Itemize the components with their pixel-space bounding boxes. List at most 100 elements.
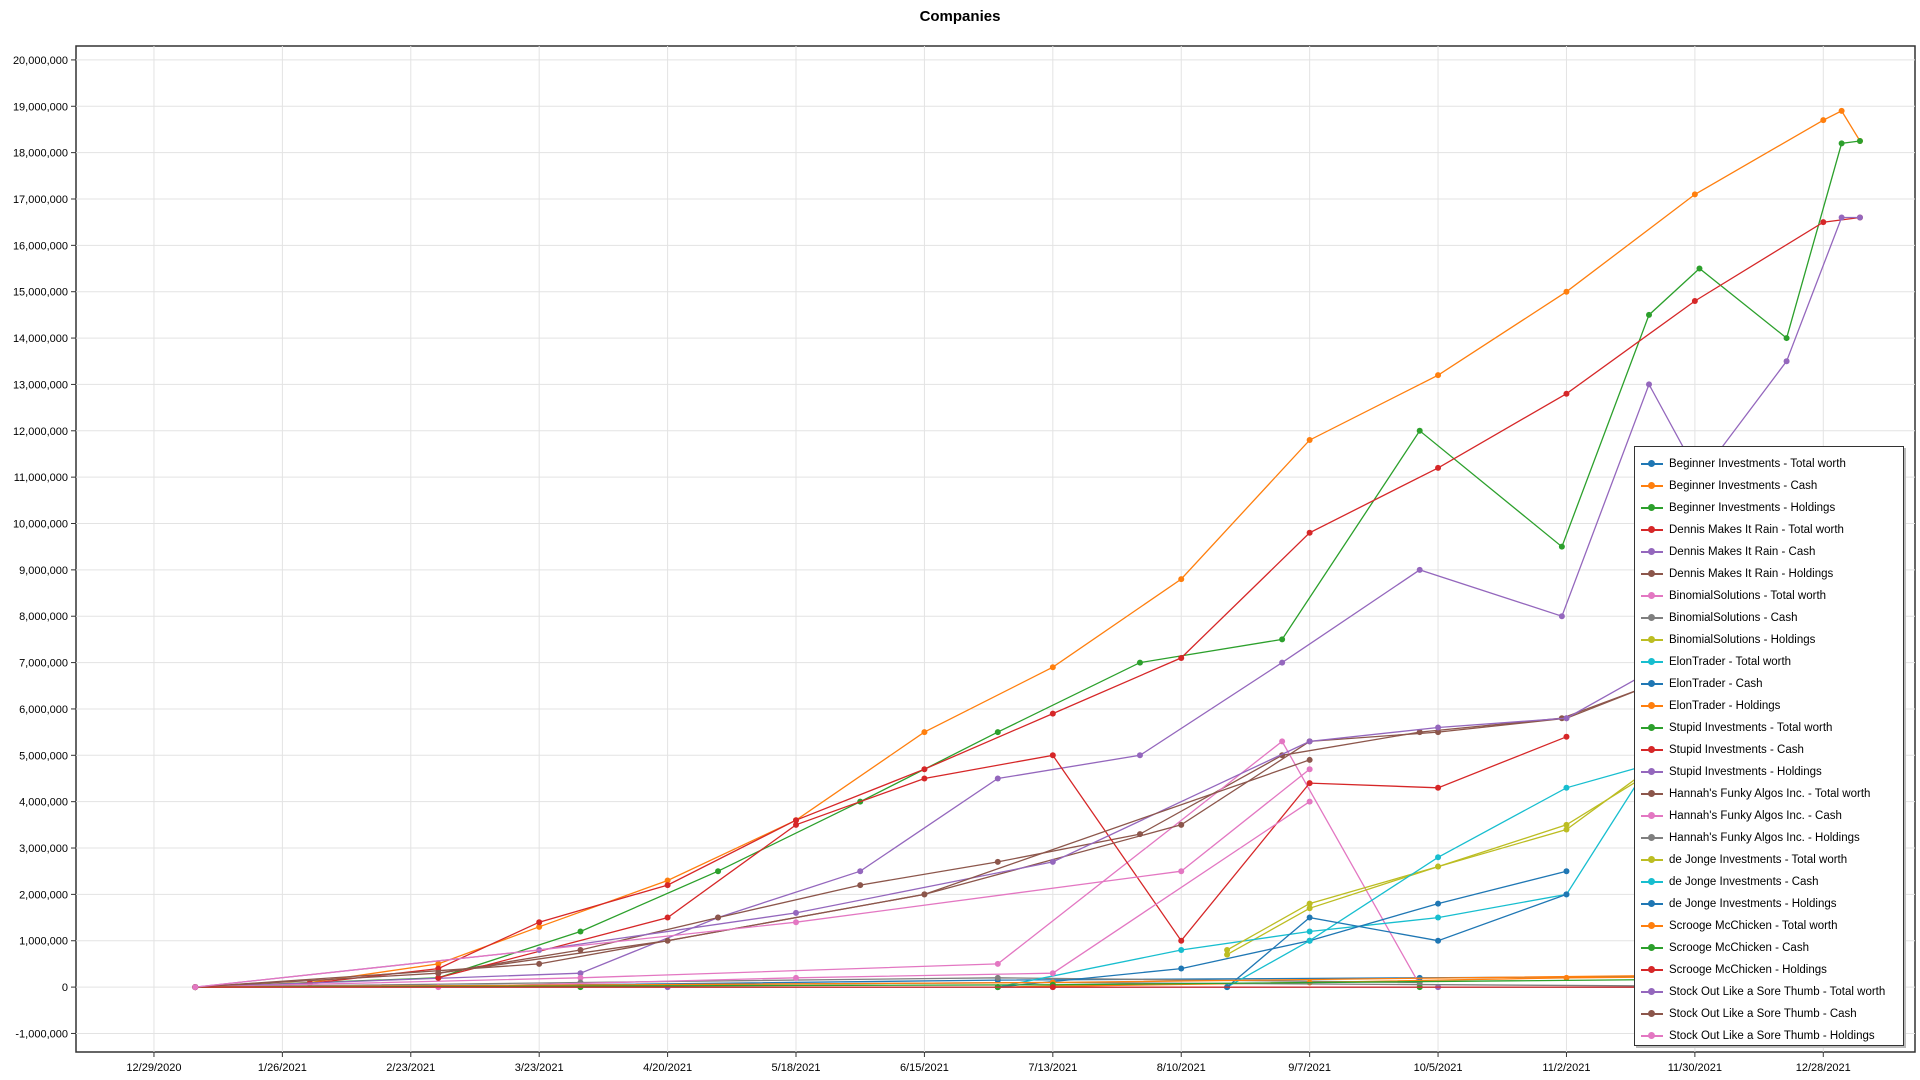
y-tick-label: 7,000,000 — [19, 658, 68, 670]
x-tick-label: 10/5/2021 — [1414, 1062, 1463, 1074]
legend-item: Scrooge McChicken - Cash — [1635, 937, 1903, 959]
legend-label: Beginner Investments - Holdings — [1669, 502, 1836, 514]
legend-label: Hannah's Funky Algos Inc. - Cash — [1669, 810, 1842, 822]
y-tick-label: 17,000,000 — [13, 194, 68, 206]
legend-swatch — [1641, 855, 1663, 865]
legend-label: ElonTrader - Holdings — [1669, 700, 1781, 712]
y-gridlines — [76, 59, 1915, 1034]
legend-swatch — [1641, 877, 1663, 887]
legend-label: BinomialSolutions - Total worth — [1669, 590, 1827, 602]
legend-label: Scrooge McChicken - Total worth — [1669, 920, 1838, 932]
data-point — [1178, 576, 1185, 583]
legend-label: Stock Out Like a Sore Thumb - Holdings — [1669, 1030, 1875, 1042]
data-point — [1563, 390, 1570, 397]
data-point — [1646, 311, 1653, 318]
x-tick-label: 9/7/2021 — [1288, 1062, 1331, 1074]
data-point — [1558, 613, 1565, 620]
data-point — [1178, 821, 1185, 828]
legend-swatch — [1641, 547, 1663, 557]
data-point — [1049, 858, 1056, 865]
legend-label: Scrooge McChicken - Cash — [1669, 942, 1809, 954]
series-line — [195, 768, 1311, 988]
data-point — [1224, 951, 1231, 958]
legend-item: BinomialSolutions - Cash — [1635, 607, 1903, 629]
data-point — [1563, 733, 1570, 740]
y-tick-label: 1,000,000 — [19, 936, 68, 948]
legend-swatch — [1641, 613, 1663, 623]
legend-swatch — [1641, 591, 1663, 601]
data-point — [1306, 437, 1313, 444]
y-tick-label: 14,000,000 — [13, 333, 68, 345]
data-point — [1306, 937, 1313, 944]
series-layer — [192, 107, 1863, 991]
series-26 — [192, 766, 1313, 991]
data-point — [1691, 297, 1698, 304]
data-point — [1435, 863, 1442, 870]
data-point — [921, 766, 928, 773]
series-line — [195, 216, 1860, 988]
legend-swatch — [1641, 767, 1663, 777]
series-20 — [1224, 891, 1570, 991]
legend-swatch — [1641, 833, 1663, 843]
legend: Beginner Investments - Total worth Beginn… — [1634, 446, 1904, 1046]
y-tick-label: 11,000,000 — [14, 472, 68, 484]
data-point — [1435, 784, 1442, 791]
data-point — [1279, 738, 1286, 745]
series-13 — [435, 733, 1570, 981]
data-point — [1563, 715, 1570, 722]
legend-item: Scrooge McChicken - Total worth — [1635, 915, 1903, 937]
y-tick-label: 4,000,000 — [19, 797, 68, 809]
legend-label: Scrooge McChicken - Holdings — [1669, 964, 1827, 976]
x-tick-label: 8/10/2021 — [1157, 1062, 1206, 1074]
data-point — [1435, 937, 1442, 944]
data-point — [435, 974, 442, 981]
legend-label: Hannah's Funky Algos Inc. - Holdings — [1669, 832, 1860, 844]
y-tick-label: 19,000,000 — [13, 101, 68, 113]
data-point — [793, 974, 800, 981]
legend-item: BinomialSolutions - Holdings — [1635, 629, 1903, 651]
legend-swatch — [1641, 811, 1663, 821]
series-line — [195, 671, 1650, 988]
legend-swatch — [1641, 1009, 1663, 1019]
legend-item: Stock Out Like a Sore Thumb - Holdings — [1635, 1025, 1903, 1047]
data-point — [435, 960, 442, 967]
legend-swatch — [1641, 987, 1663, 997]
legend-item: Dennis Makes It Rain - Total worth — [1635, 519, 1903, 541]
data-point — [1306, 738, 1313, 745]
data-point — [1306, 900, 1313, 907]
legend-swatch — [1641, 679, 1663, 689]
legend-label: ElonTrader - Total worth — [1669, 656, 1792, 668]
x-tick-label: 5/18/2021 — [772, 1062, 821, 1074]
data-point — [1049, 752, 1056, 759]
data-point — [1563, 784, 1570, 791]
data-point — [994, 960, 1001, 967]
plot-area — [75, 45, 1916, 1053]
y-tick-label: 8,000,000 — [19, 611, 68, 623]
legend-swatch — [1641, 525, 1663, 535]
y-tick-label: 6,000,000 — [19, 704, 68, 716]
legend-label: Beginner Investments - Cash — [1669, 480, 1818, 492]
legend-item: Dennis Makes It Rain - Cash — [1635, 541, 1903, 563]
x-tick-label: 1/26/2021 — [258, 1062, 307, 1074]
data-point — [1646, 381, 1653, 388]
legend-swatch — [1641, 635, 1663, 645]
legend-item: de Jonge Investments - Total worth — [1635, 849, 1903, 871]
data-point — [793, 919, 800, 926]
x-tick-label: 12/29/2020 — [126, 1062, 181, 1074]
data-point — [921, 729, 928, 736]
legend-item: Stupid Investments - Cash — [1635, 739, 1903, 761]
data-point — [921, 775, 928, 782]
data-point — [1838, 140, 1845, 147]
data-point — [1306, 798, 1313, 805]
legend-label: Hannah's Funky Algos Inc. - Total worth — [1669, 788, 1871, 800]
data-point — [1696, 265, 1703, 272]
legend-item: de Jonge Investments - Holdings — [1635, 893, 1903, 915]
data-point — [1820, 219, 1827, 226]
y-tick-label: 3,000,000 — [19, 843, 68, 855]
x-tick-label: 2/23/2021 — [386, 1062, 435, 1074]
data-point — [994, 858, 1001, 865]
legend-item: BinomialSolutions - Total worth — [1635, 585, 1903, 607]
y-tick-label: 10,000,000 — [13, 519, 68, 531]
data-point — [715, 914, 722, 921]
